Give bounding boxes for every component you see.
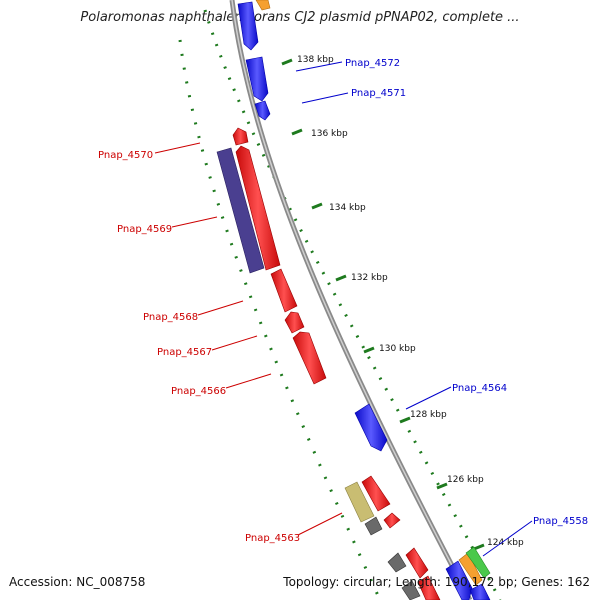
gene-arrow-forward[interactable] xyxy=(469,583,491,600)
gene-arrow-reverse[interactable] xyxy=(292,331,327,385)
gene-arrow-forward[interactable] xyxy=(465,546,491,579)
gene-label[interactable]: Pnap_4566 xyxy=(171,386,226,397)
gene-label[interactable]: Pnap_4572 xyxy=(345,58,400,69)
gene-arrow-forward[interactable] xyxy=(245,56,269,102)
forward-genes xyxy=(237,1,491,600)
gene-arrow-reverse[interactable] xyxy=(216,147,265,274)
plasmid-backbone-highlight xyxy=(231,0,471,600)
leader-line xyxy=(405,386,452,410)
gene-arrow-reverse[interactable] xyxy=(235,145,281,271)
reverse-genes xyxy=(216,0,441,600)
scale-tick xyxy=(335,274,347,282)
tick-label: 134 kbp xyxy=(329,203,366,213)
gene-arrow-reverse[interactable] xyxy=(383,512,401,529)
summary-text: Topology: circular; Length: 190,172 bp; … xyxy=(283,575,590,589)
gene-arrow-forward[interactable] xyxy=(254,100,271,121)
leader-line xyxy=(225,373,272,389)
gene-arrow-reverse[interactable] xyxy=(387,552,407,573)
gene-arrow-reverse[interactable] xyxy=(284,311,305,334)
gene-arrow-reverse[interactable] xyxy=(344,481,375,523)
scale-tick xyxy=(311,202,323,210)
gene-arrow-reverse[interactable] xyxy=(232,127,249,146)
leader-line xyxy=(197,300,244,316)
gene-arrow-forward[interactable] xyxy=(354,403,388,452)
tick-label: 136 kbp xyxy=(311,129,348,139)
gene-arrow-reverse[interactable] xyxy=(401,580,421,600)
gene-label[interactable]: Pnap_4558 xyxy=(533,516,588,527)
gene-arrow-reverse[interactable] xyxy=(270,268,298,313)
leader-line xyxy=(154,142,201,154)
tick-label: 138 kbp xyxy=(297,55,334,65)
leader-line xyxy=(482,520,533,557)
gene-arrow-reverse[interactable] xyxy=(405,547,429,579)
tick-label: 128 kbp xyxy=(410,410,447,420)
gene-label[interactable]: Pnap_4567 xyxy=(157,347,212,358)
gene-label[interactable]: Pnap_4570 xyxy=(98,150,153,161)
tick-label: 126 kbp xyxy=(447,475,484,485)
leader-line xyxy=(211,335,258,351)
gene-arrow-forward[interactable] xyxy=(445,560,473,600)
gene-label[interactable]: Pnap_4569 xyxy=(117,224,172,235)
gene-label[interactable]: Pnap_4571 xyxy=(351,88,406,99)
gene-arrow-forward[interactable] xyxy=(237,1,259,51)
gene-label[interactable]: Pnap_4564 xyxy=(452,383,507,394)
gene-arrow-reverse[interactable] xyxy=(361,475,391,512)
accession-text: Accession: NC_008758 xyxy=(9,575,146,589)
leader-line xyxy=(297,512,343,536)
scale-tick xyxy=(291,128,303,136)
gene-arrow-forward[interactable] xyxy=(458,552,483,586)
leader-line xyxy=(295,61,343,72)
leader-line xyxy=(171,216,218,228)
scale-ticks xyxy=(281,58,485,551)
reverse-track-guide xyxy=(178,39,382,600)
scale-tick xyxy=(436,482,448,490)
tick-label: 132 kbp xyxy=(351,273,388,283)
scale-tick xyxy=(473,543,485,551)
gene-label[interactable]: Pnap_4563 xyxy=(245,533,300,544)
scale-tick xyxy=(363,346,375,354)
gene-arrow-reverse[interactable] xyxy=(364,516,383,536)
gene-arrow-reverse[interactable] xyxy=(417,575,441,600)
scale-tick xyxy=(399,416,411,424)
tick-label: 124 kbp xyxy=(487,538,524,548)
tick-label: 130 kbp xyxy=(379,344,416,354)
scale-tick xyxy=(281,58,293,66)
leader-line xyxy=(301,92,349,104)
gene-arrow-forward[interactable] xyxy=(255,0,271,11)
map-title: Polaromonas naphthalenivorans CJ2 plasmi… xyxy=(80,10,520,25)
gene-label[interactable]: Pnap_4568 xyxy=(143,312,198,323)
